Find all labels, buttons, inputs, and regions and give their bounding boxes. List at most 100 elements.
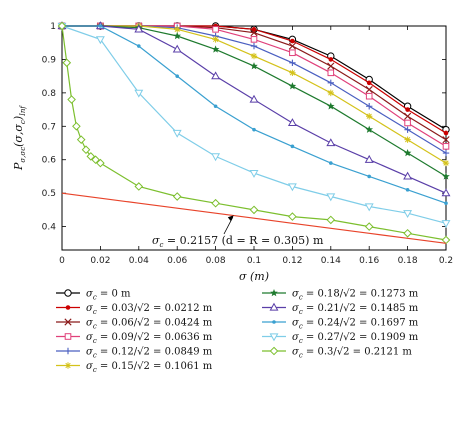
series-line bbox=[61, 192, 447, 244]
data-point bbox=[213, 104, 218, 109]
data-point bbox=[404, 136, 411, 143]
legend-marker bbox=[64, 289, 72, 297]
legend-marker bbox=[64, 347, 72, 355]
data-point bbox=[443, 130, 449, 136]
data-point bbox=[289, 69, 296, 77]
data-point bbox=[403, 171, 413, 180]
x-tick-label: 0.04 bbox=[129, 256, 149, 266]
data-point bbox=[288, 212, 297, 221]
legend-marker bbox=[64, 362, 72, 369]
data-point bbox=[364, 222, 374, 231]
legend-label: σc = 0.24/√2 = 0.1697 m bbox=[292, 318, 419, 331]
data-point bbox=[211, 153, 221, 162]
data-point bbox=[442, 136, 450, 144]
data-point bbox=[57, 21, 67, 31]
legend-label: σc = 0.3/√2 = 0.2121 m bbox=[292, 347, 412, 360]
data-point bbox=[72, 121, 81, 131]
x-tick-label: 0.2 bbox=[439, 256, 453, 266]
data-point bbox=[365, 85, 373, 94]
data-point bbox=[441, 235, 451, 245]
data-point bbox=[67, 95, 76, 104]
series-5 bbox=[58, 22, 450, 167]
y-axis-title: Pσ,σc(σ,σc)Inf bbox=[12, 105, 27, 171]
y-tick-label: 0.8 bbox=[42, 89, 57, 99]
data-point bbox=[289, 49, 296, 57]
legend-label: σc = 0.18/√2 = 0.1273 m bbox=[292, 289, 419, 302]
legend-marker bbox=[269, 346, 279, 356]
legend-label: σc = 0.21/√2 = 0.1485 m bbox=[292, 303, 419, 316]
x-axis-title: σ (m) bbox=[239, 270, 269, 283]
legend-label: σc = 0.06/√2 = 0.0424 m bbox=[86, 318, 213, 331]
y-axis-title-group: Pσ,σc(σ,σc)Inf bbox=[12, 105, 27, 171]
data-point bbox=[404, 126, 411, 133]
data-point bbox=[81, 145, 91, 155]
x-tick-label: 0.08 bbox=[206, 256, 226, 266]
annotation-layer: σc = 0.2157 (d = R = 0.305) m bbox=[152, 215, 324, 249]
data-point bbox=[172, 192, 182, 201]
data-point bbox=[290, 38, 295, 44]
data-point bbox=[251, 27, 257, 32]
data-point bbox=[367, 174, 372, 179]
data-point bbox=[290, 144, 295, 149]
data-point bbox=[327, 62, 335, 70]
legend-entry: σc = 0.27/√2 = 0.1909 m bbox=[262, 332, 419, 345]
legend-label: σc = 0.27/√2 = 0.1909 m bbox=[292, 332, 419, 345]
data-point bbox=[327, 89, 334, 97]
data-point bbox=[288, 42, 296, 50]
x-tick-label: 0.16 bbox=[359, 256, 379, 266]
series-11 bbox=[61, 192, 447, 244]
legend-entry: σc = 0.15/√2 = 0.1061 m bbox=[56, 361, 213, 374]
axes: 0 0.02 0.04 0.06 0.08 0.1 0.12 0.14 0.16 0.18 0.2 0… bbox=[12, 22, 453, 283]
data-point bbox=[405, 188, 410, 192]
data-point bbox=[366, 80, 372, 86]
legend-entry: σc = 0.18/√2 = 0.1273 m bbox=[262, 289, 419, 302]
legend-entry: σc = 0 m bbox=[56, 289, 131, 302]
x-tick-label: 0.14 bbox=[321, 256, 341, 266]
data-point bbox=[403, 149, 412, 157]
data-point bbox=[172, 129, 182, 138]
x-tick-label: 0.06 bbox=[167, 256, 187, 266]
series-layer bbox=[57, 21, 451, 245]
data-point bbox=[287, 118, 297, 127]
legend-marker bbox=[65, 305, 71, 310]
legend-label: σc = 0.09/√2 = 0.0636 m bbox=[86, 332, 213, 345]
x-tick-label: 0.12 bbox=[282, 256, 302, 266]
data-point bbox=[212, 36, 219, 43]
data-point bbox=[96, 158, 105, 168]
legend-marker bbox=[269, 302, 279, 311]
series-9 bbox=[57, 22, 451, 229]
legend-entry: σc = 0.21/√2 = 0.1485 m bbox=[262, 302, 419, 316]
data-point bbox=[250, 62, 258, 70]
data-point bbox=[326, 193, 336, 202]
legend-entry: σc = 0.12/√2 = 0.0849 m bbox=[56, 347, 213, 360]
data-point bbox=[366, 113, 373, 120]
data-point bbox=[91, 155, 100, 165]
data-point bbox=[444, 201, 448, 205]
data-point bbox=[249, 94, 259, 103]
legend-entry: σc = 0.3/√2 = 0.2121 m bbox=[262, 347, 412, 360]
data-point bbox=[249, 170, 259, 178]
legend-label: σc = 0 m bbox=[86, 289, 131, 302]
data-point bbox=[364, 154, 374, 163]
data-point bbox=[289, 59, 296, 66]
legend-marker bbox=[272, 320, 276, 324]
y-tick-label: 0.7 bbox=[42, 122, 56, 132]
x-tick-label: 0.18 bbox=[398, 256, 418, 266]
data-point bbox=[134, 182, 144, 191]
series-line bbox=[61, 25, 447, 241]
data-point bbox=[211, 45, 220, 53]
data-point bbox=[137, 44, 141, 48]
y-tick-label: 1 bbox=[50, 22, 56, 32]
data-point bbox=[175, 74, 179, 78]
data-point bbox=[250, 52, 258, 60]
data-point bbox=[441, 188, 451, 197]
plot-area bbox=[61, 25, 447, 251]
y-tick-label: 0.5 bbox=[42, 189, 56, 199]
x-tick-label: 0 bbox=[59, 256, 65, 266]
legend-label: σc = 0.12/√2 = 0.0849 m bbox=[86, 347, 213, 360]
data-point bbox=[134, 89, 144, 98]
legend-label: σc = 0.15/√2 = 0.1061 m bbox=[86, 361, 213, 374]
data-point bbox=[249, 205, 259, 215]
legend-marker bbox=[269, 333, 279, 342]
data-point bbox=[327, 69, 335, 77]
